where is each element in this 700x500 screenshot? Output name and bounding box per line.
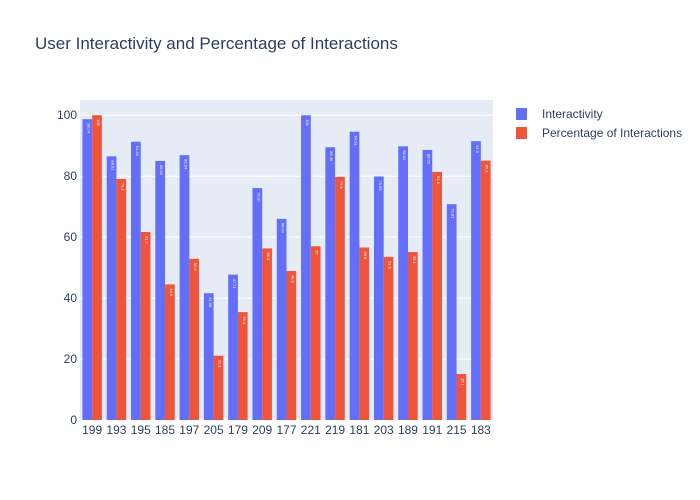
x-tick-label: 179 [228,423,248,437]
bar-interactivity [373,176,384,420]
bar-interactivity [155,160,166,420]
bar-data-label: 100 [305,119,310,126]
bar-data-label: 56.6 [363,252,368,261]
y-tick-label: 0 [70,413,77,427]
bar-data-label: 15.1 [460,378,465,387]
bar-percentage-of-interactions [189,258,200,420]
bar-percentage-of-interactions [92,115,102,420]
y-tick-label: 80 [64,169,78,183]
bar-data-label: 76.07 [256,192,261,203]
bar-data-label: 100 [96,119,101,126]
bar-interactivity [228,274,238,420]
bar-data-label: 21.1 [217,360,222,369]
bar-percentage-of-interactions [262,248,272,420]
bar-interactivity [106,156,117,420]
bar-interactivity [422,149,433,420]
x-tick-label: 203 [374,423,394,437]
bar-percentage-of-interactions [335,176,345,420]
bar-percentage-of-interactions [213,355,224,420]
bar-data-label: 86.94 [183,159,188,170]
bar-data-label: 70.81 [451,208,456,219]
x-tick-label: 185 [155,423,175,437]
x-tick-label: 209 [252,423,272,437]
bar-data-label: 91.5 [475,145,480,154]
bar-data-label: 56.3 [266,252,271,261]
bar-interactivity [398,146,408,421]
bar-percentage-of-interactions [383,256,394,420]
x-tick-label: 199 [82,423,102,437]
x-tick-label: 205 [204,423,224,437]
bar-percentage-of-interactions [310,246,321,420]
bar-data-label: 89.46 [329,151,334,162]
bar-data-label: 61.7 [145,236,150,245]
bar-interactivity [276,218,287,420]
y-tick-label: 40 [64,291,78,305]
y-tick-label: 100 [57,108,77,122]
x-tick-label: 197 [179,423,199,437]
bar-data-label: 55.1 [412,256,417,265]
y-tick-label: 60 [64,230,78,244]
x-tick-label: 183 [471,423,491,437]
x-tick-label: 195 [131,423,151,437]
bar-data-label: 85.01 [159,165,164,176]
bar-data-label: 35.4 [242,316,247,325]
x-tick-label: 191 [422,423,442,437]
x-tick-label: 177 [276,423,296,437]
bar-data-label: 57 [315,250,320,255]
bar-percentage-of-interactions [359,247,370,420]
bar-interactivity [82,119,93,420]
bar-interactivity [301,115,311,420]
legend-label: Interactivity [542,107,603,121]
bar-data-label: 79.8 [339,181,344,190]
bar-data-label: 53.5 [388,261,393,270]
bar-data-label: 89.81 [402,150,407,161]
bar-interactivity [179,155,190,420]
bar-data-label: 98.74 [86,123,91,134]
x-tick-label: 193 [106,423,126,437]
bar-interactivity [325,147,336,420]
bar-data-label: 48.9 [290,275,295,284]
bar-data-label: 66.04 [281,223,286,234]
bar-data-label: 79.1 [120,183,125,192]
chart-title: User Interactivity and Percentage of Int… [35,34,398,53]
legend-swatch [516,108,527,120]
bar-percentage-of-interactions [116,178,127,420]
bar-data-label: 88.59 [426,154,431,165]
bar-data-label: 79.89 [378,180,383,191]
bar-percentage-of-interactions [456,373,467,420]
bar-interactivity [252,188,263,420]
bar-data-label: 41.58 [208,297,213,308]
x-tick-label: 181 [349,423,369,437]
bar-percentage-of-interactions [407,252,418,420]
x-tick-label: 215 [447,423,467,437]
bar-data-label: 81.4 [436,176,441,185]
bar-data-label: 94.61 [354,136,359,147]
bar-percentage-of-interactions [432,171,442,420]
bar-interactivity [446,204,457,420]
bar-percentage-of-interactions [165,284,175,420]
bar-data-label: 91.28 [135,146,140,157]
bar-percentage-of-interactions [480,160,491,420]
x-tick-label: 221 [301,423,321,437]
bar-interactivity [349,131,360,420]
bar-percentage-of-interactions [286,270,297,420]
bar-data-label: 52.9 [193,263,198,272]
bar-interactivity [131,141,141,420]
x-tick-label: 189 [398,423,418,437]
bar-data-label: 44.5 [169,288,174,297]
y-tick-label: 20 [64,352,78,366]
bar-percentage-of-interactions [140,231,151,420]
bar-interactivity [203,293,214,420]
bar-data-label: 47.71 [232,279,237,290]
legend-swatch [516,127,527,139]
bar-percentage-of-interactions [237,312,248,420]
bar-data-label: 86.51 [111,160,116,171]
bar-interactivity [471,141,481,420]
legend-label: Percentage of Interactions [542,126,682,140]
x-tick-label: 219 [325,423,345,437]
bar-data-label: 85.1 [485,165,490,174]
